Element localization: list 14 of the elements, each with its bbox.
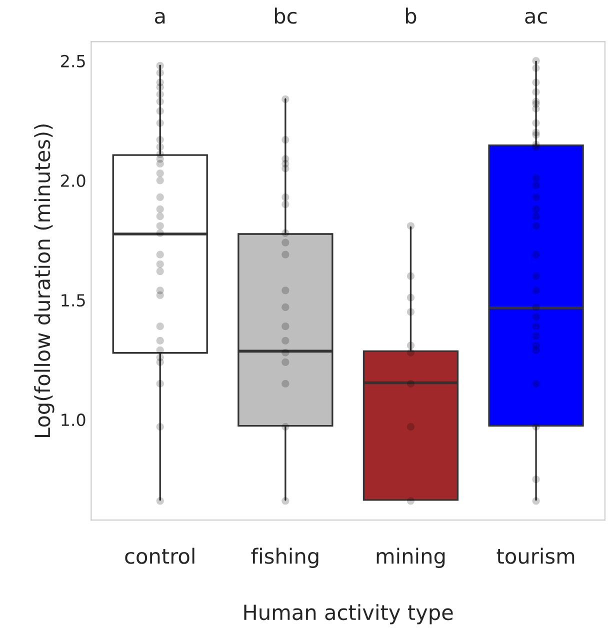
y-tick-label: 2.5 [61, 54, 85, 68]
x-tick-label: control [125, 548, 194, 564]
y-tick-label: 1.5 [62, 294, 85, 307]
x-axis-title: Human activity type [244, 604, 453, 624]
text: b [406, 8, 416, 24]
text: bc [274, 8, 296, 24]
text: a [154, 12, 165, 24]
text: ac [525, 12, 547, 24]
x-tick-label: fishing [251, 548, 318, 568]
y-tick-label: 1.0 [62, 414, 86, 426]
y-axis-title: Log(follow duration (minutes)) [34, 124, 54, 438]
y-tick-label: 2.0 [61, 174, 86, 188]
x-tick-label: mining [376, 548, 445, 568]
x-tick-label: tourism [496, 548, 574, 564]
